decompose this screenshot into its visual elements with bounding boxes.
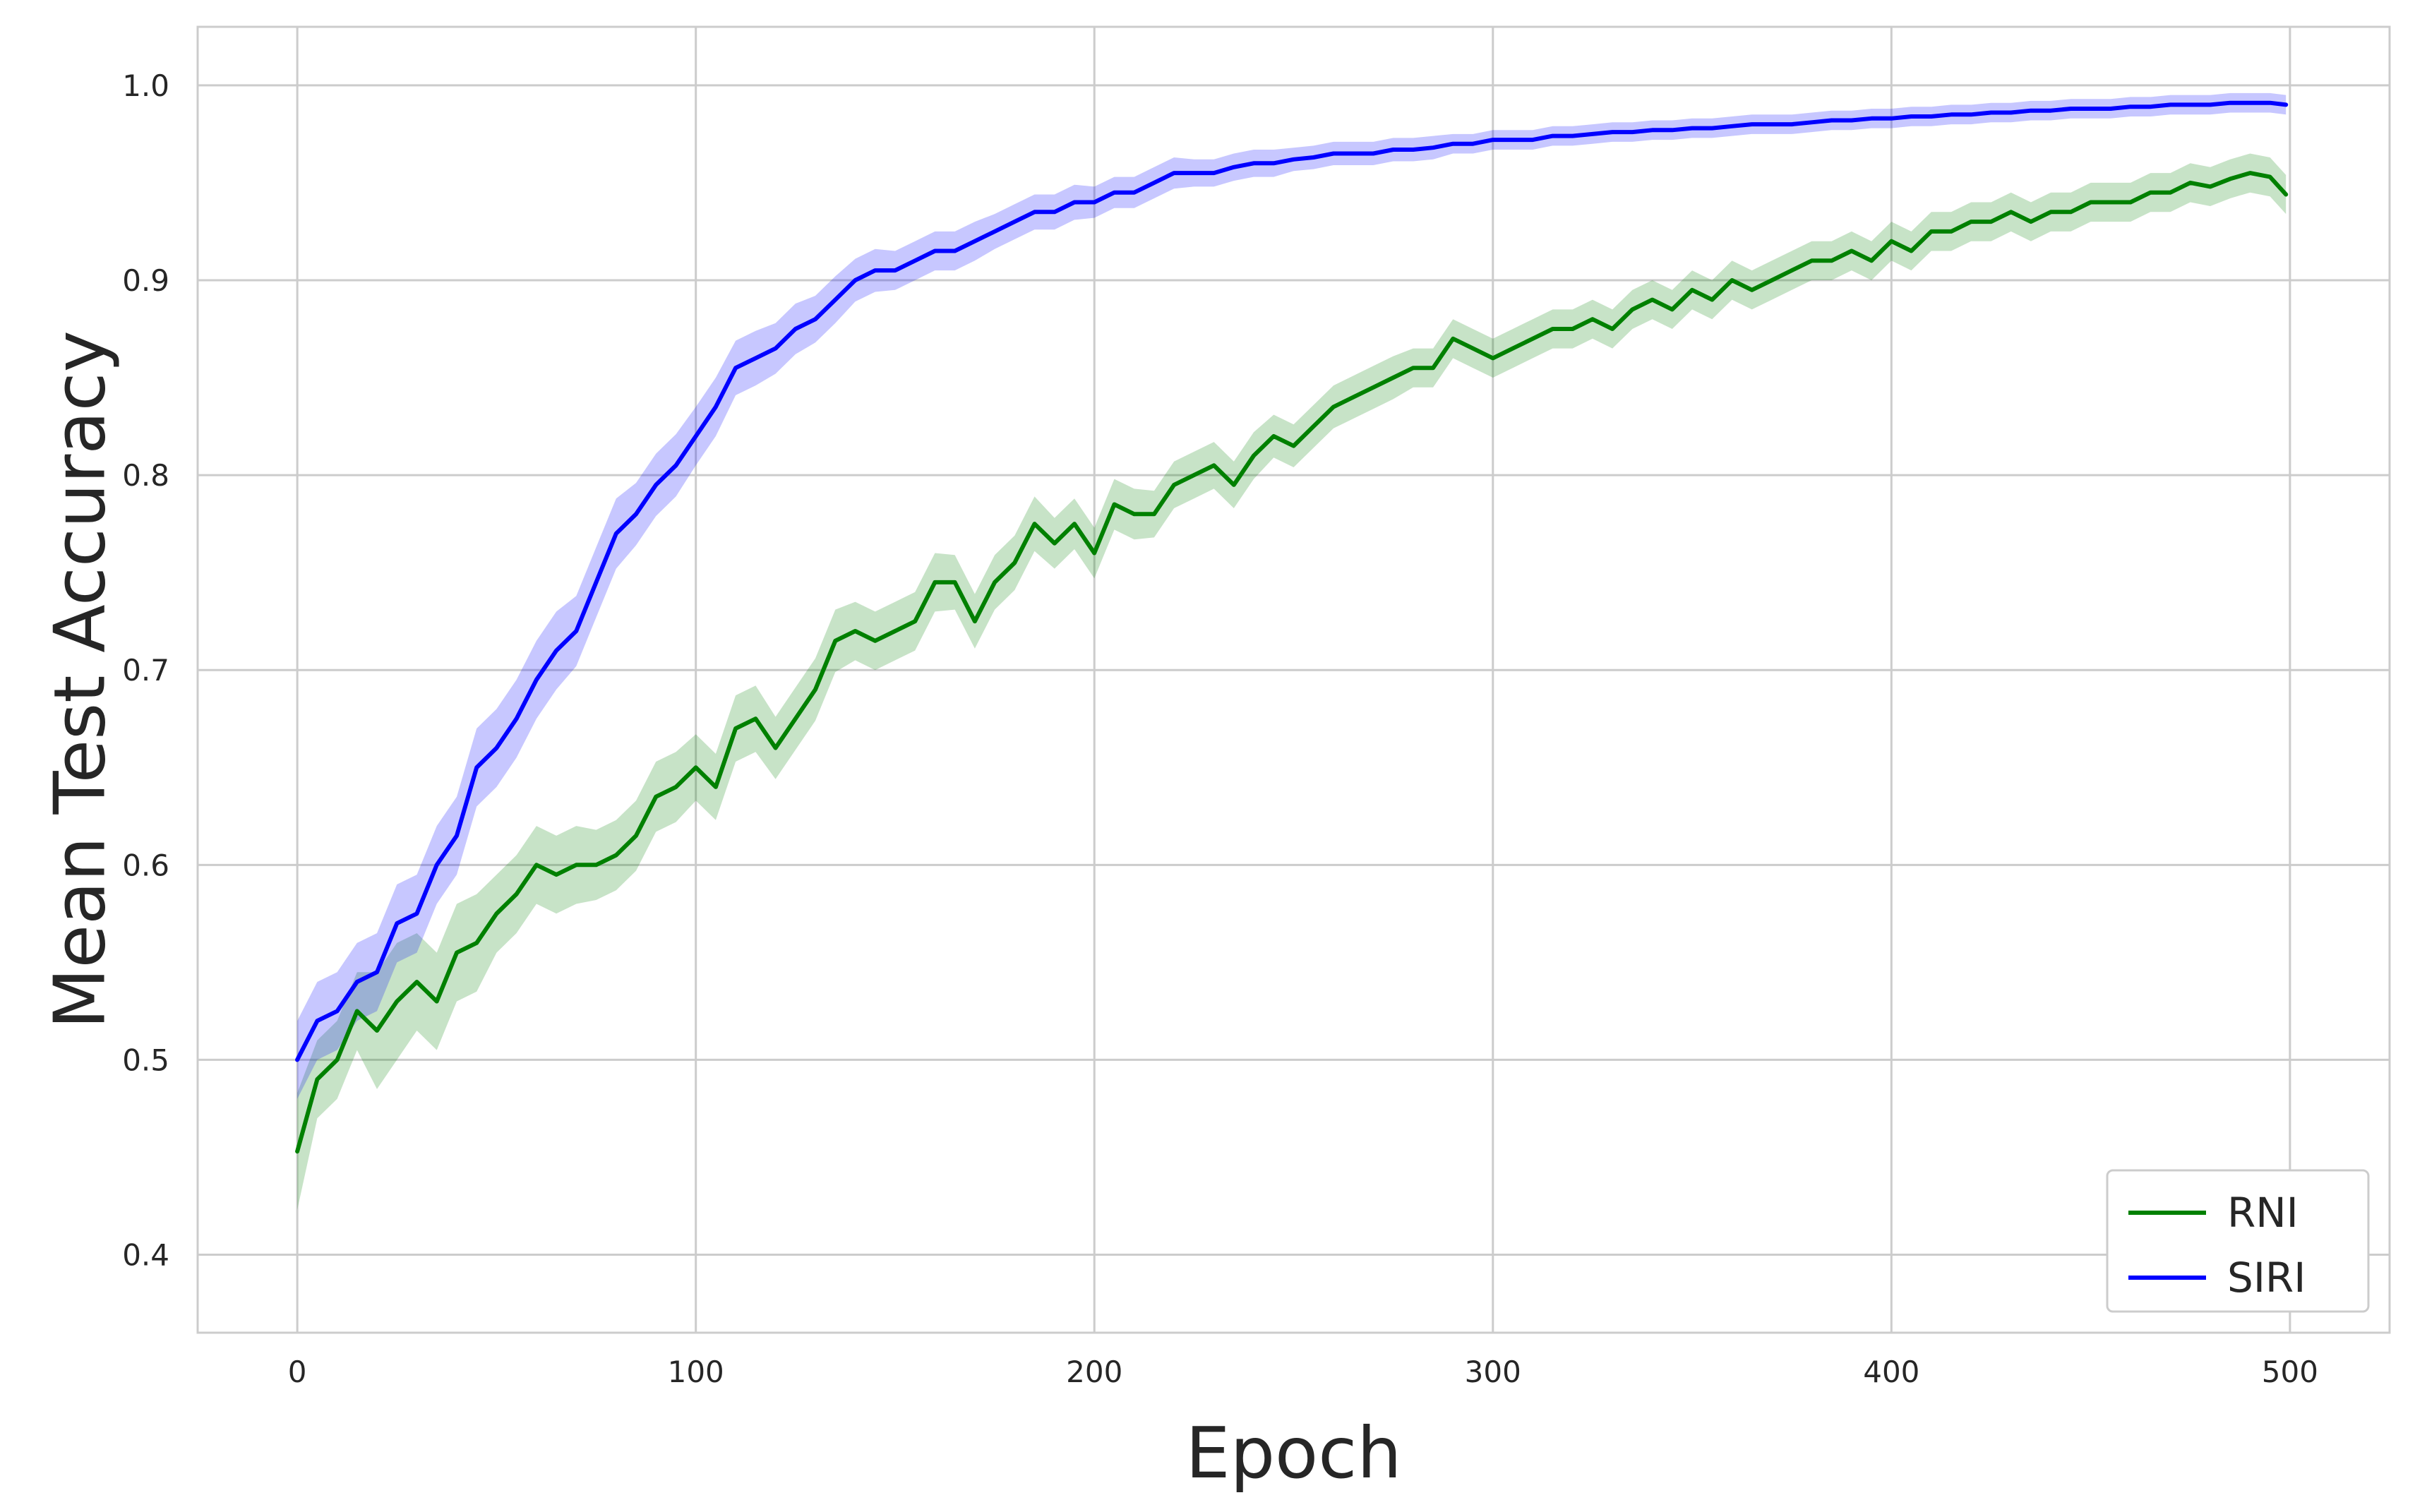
grid [198,27,2390,1333]
x-tick-label: 0 [288,1355,307,1389]
x-tick-labels: 0 100 200 300 400 500 [288,1355,2318,1389]
y-tick-label: 0.8 [122,458,169,493]
x-tick-label: 100 [668,1355,724,1389]
y-tick-label: 0.4 [122,1238,169,1273]
x-tick-label: 200 [1066,1355,1122,1389]
y-tick-labels: 0.4 0.5 0.6 0.7 0.8 0.9 1.0 [122,68,169,1273]
series-lines [295,100,2289,1154]
plot-frame [196,25,2391,1334]
y-tick-label: 0.9 [122,263,169,298]
x-tick-label: 300 [1465,1355,1521,1389]
y-tick-label: 0.6 [122,848,169,882]
y-tick-label: 0.5 [122,1043,169,1077]
y-tick-label: 0.7 [122,653,169,688]
confidence-bands [297,92,2287,1210]
legend-label-siri: SIRI [2227,1254,2306,1302]
legend-label-rni: RNI [2227,1189,2299,1237]
y-axis-label: Mean Test Accuracy [38,330,121,1029]
x-tick-label: 400 [1863,1355,1919,1389]
line-rni [295,171,2289,1154]
x-axis-label: Epoch [1185,1412,1401,1494]
legend: RNI SIRI [2106,1169,2370,1313]
band-rni [297,153,2287,1210]
y-tick-label: 1.0 [122,68,169,103]
line-siri [295,100,2289,1062]
band-siri [297,92,2287,1099]
x-tick-label: 500 [2262,1355,2318,1389]
